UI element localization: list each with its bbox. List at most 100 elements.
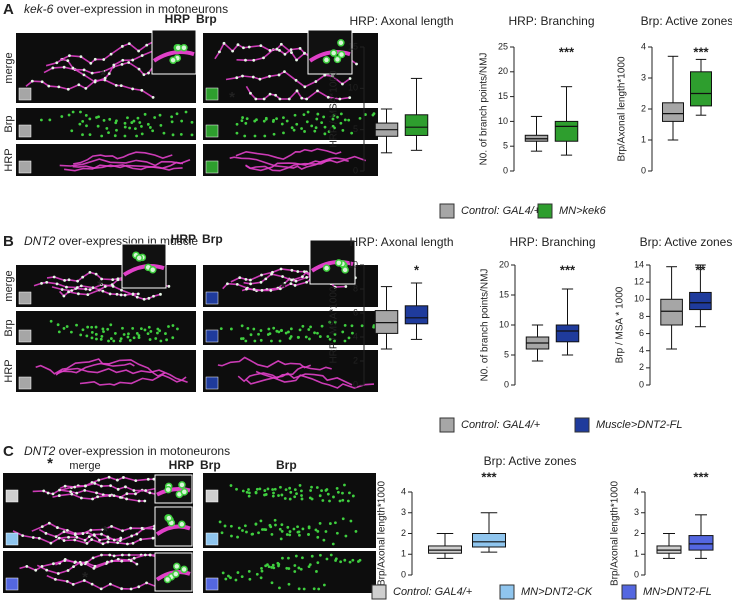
bouton [293, 495, 297, 499]
bouton [266, 487, 270, 491]
bouton [176, 327, 179, 331]
bouton [99, 337, 103, 341]
bouton [316, 535, 320, 539]
bouton [273, 487, 277, 491]
bouton [131, 87, 135, 91]
bouton [343, 339, 347, 343]
bouton [272, 326, 276, 330]
bouton [159, 339, 163, 343]
bouton [175, 112, 179, 116]
bouton [140, 88, 144, 92]
bouton [131, 58, 135, 62]
bouton [110, 559, 114, 563]
bouton [124, 485, 127, 489]
bouton [335, 486, 339, 490]
bouton [143, 553, 147, 557]
bouton [148, 338, 152, 341]
significance: ** [695, 262, 706, 277]
bouton [139, 538, 143, 541]
bouton [302, 113, 306, 117]
genotype-swatch [205, 376, 219, 390]
bouton [48, 118, 52, 122]
genotype-swatch [205, 160, 219, 174]
bouton [293, 283, 297, 287]
bouton [351, 494, 355, 498]
bouton [219, 327, 223, 331]
bouton [79, 284, 83, 288]
bouton [350, 324, 354, 328]
merge-label: merge [69, 460, 100, 472]
bouton [227, 574, 230, 578]
bouton [341, 128, 345, 132]
genotype-swatch [18, 329, 32, 343]
bouton [49, 319, 53, 323]
bouton [107, 131, 110, 135]
bouton [284, 331, 288, 335]
bouton [317, 587, 321, 591]
row-label: merge [3, 270, 15, 301]
bouton [71, 110, 75, 114]
bouton [63, 559, 67, 562]
bouton [323, 132, 327, 136]
y-tick-label: 6 [639, 328, 644, 338]
bouton [81, 532, 85, 535]
bouton [295, 122, 299, 126]
bouton [90, 538, 94, 541]
inset-bouton [335, 259, 343, 267]
genotype-swatch [205, 124, 219, 138]
row-label: HRP [3, 148, 15, 171]
y-axis-label: Brp/Axonal length*1000 [610, 481, 621, 587]
bouton [339, 112, 343, 116]
axon [245, 372, 353, 386]
bouton [149, 330, 153, 333]
bouton [272, 566, 276, 570]
y-tick-label: 0 [639, 379, 644, 389]
genotype-swatch [5, 577, 19, 591]
bouton [294, 554, 298, 558]
bouton [57, 536, 61, 540]
bouton [298, 533, 301, 537]
bouton [296, 530, 300, 534]
bouton [21, 534, 25, 538]
bouton [129, 587, 133, 591]
bouton [55, 61, 59, 65]
bouton [277, 494, 280, 497]
bouton [275, 117, 278, 121]
bouton [75, 535, 79, 539]
bouton [287, 556, 290, 560]
plot-title: HRP: Axonal length [349, 14, 453, 28]
y-tick-label: 20 [499, 259, 509, 269]
y-tick-label: 2 [639, 362, 644, 372]
channel-label: Brp [202, 232, 223, 246]
bouton [90, 71, 94, 75]
bouton [95, 491, 98, 495]
bouton [248, 577, 252, 581]
bouton [358, 116, 362, 120]
plot-title: HRP: Axonal length [349, 235, 453, 249]
bouton [74, 560, 77, 564]
axon [59, 158, 191, 167]
bouton [40, 525, 44, 529]
bouton [262, 56, 265, 60]
bouton [364, 113, 367, 116]
bouton [112, 494, 116, 498]
bouton [103, 285, 107, 288]
bouton [85, 124, 88, 128]
bouton [339, 121, 343, 125]
bouton [296, 525, 299, 529]
y-tick-label: 10 [498, 116, 508, 126]
bouton [140, 132, 144, 136]
bouton [279, 267, 283, 271]
bouton [262, 97, 266, 101]
bouton [253, 339, 257, 343]
bouton [156, 331, 159, 335]
bouton [252, 287, 256, 291]
bouton [85, 541, 89, 545]
bouton [343, 323, 347, 327]
y-tick-label: 0 [634, 569, 639, 579]
micrograph [16, 311, 196, 345]
bouton [298, 328, 302, 332]
bouton [140, 54, 144, 57]
y-tick-label: 14 [634, 259, 644, 269]
image-marker: * [97, 277, 103, 294]
